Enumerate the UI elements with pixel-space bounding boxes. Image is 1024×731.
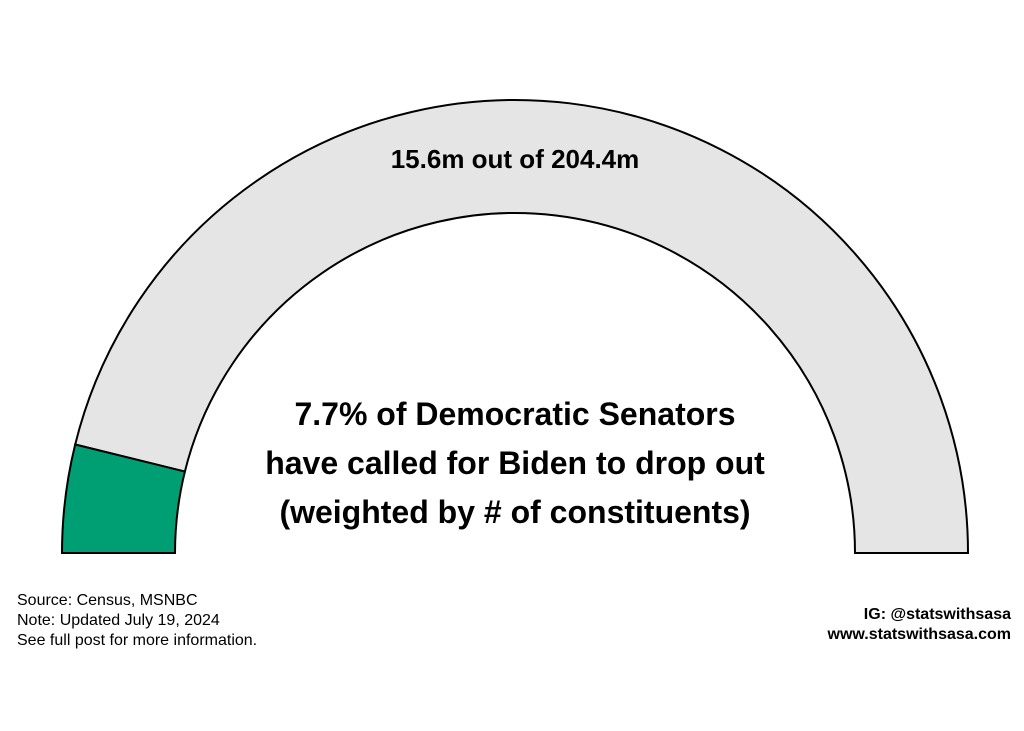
- gauge-center-text-line-3: (weighted by # of constituents): [279, 494, 750, 530]
- gauge-center-text-line-2: have called for Biden to drop out: [265, 445, 765, 481]
- gauge-value-label: 15.6m out of 204.4m: [391, 144, 640, 174]
- credits: IG: @statswithsasa www.statswithsasa.com: [711, 605, 1011, 645]
- website-url: www.statswithsasa.com: [827, 626, 1011, 643]
- note-line: Note: Updated July 19, 2024: [17, 612, 220, 629]
- source-note: Source: Census, MSNBC Note: Updated July…: [17, 591, 257, 651]
- source-line: Source: Census, MSNBC: [17, 592, 198, 609]
- instagram-handle: IG: @statswithsasa: [863, 606, 1011, 623]
- more-info-line: See full post for more information.: [17, 632, 258, 649]
- gauge-center-text-line-1: 7.7% of Democratic Senators: [294, 396, 735, 432]
- gauge-filled-segment: [60, 443, 187, 554]
- gauge-remaining-segment: [73, 99, 970, 554]
